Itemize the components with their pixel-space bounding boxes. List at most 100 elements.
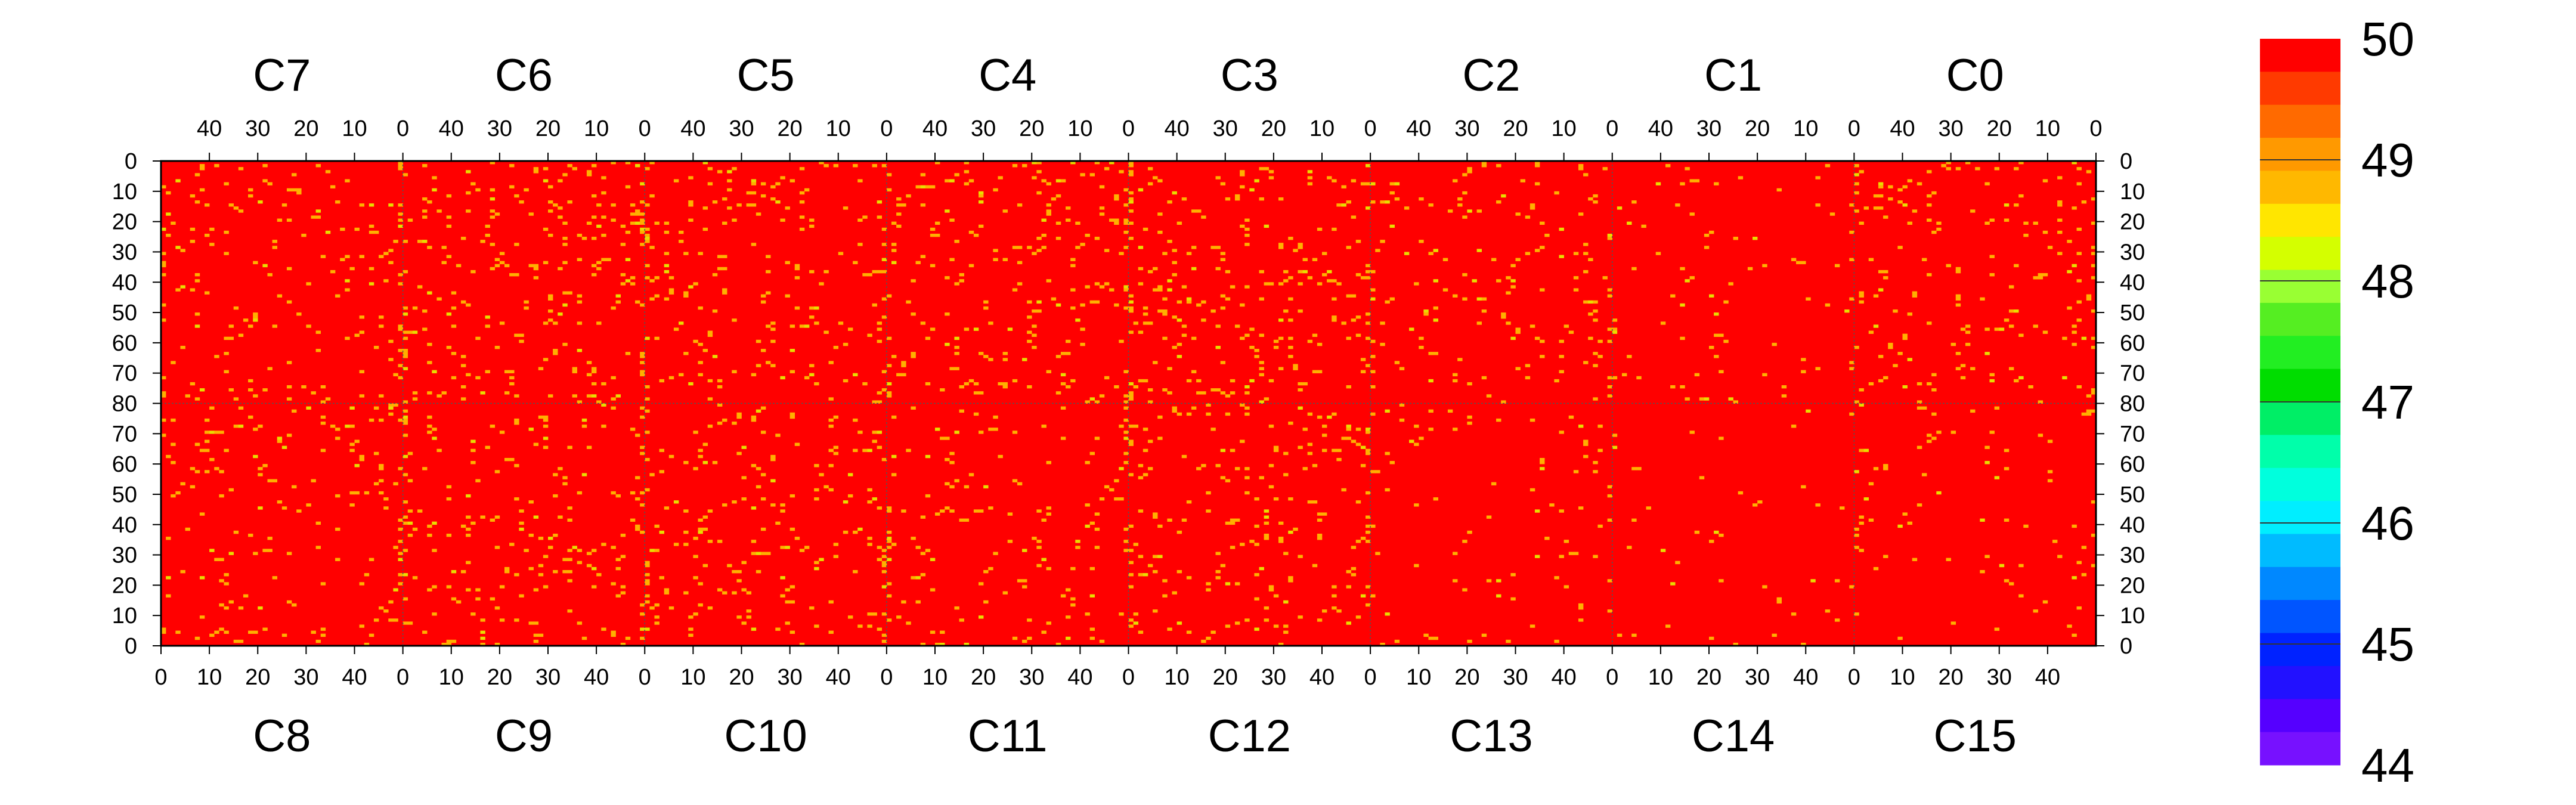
heatmap-cell <box>760 349 766 352</box>
heatmap-cell <box>1854 345 1859 349</box>
heatmap-cell <box>1288 237 1293 240</box>
heatmap-cell <box>224 573 229 577</box>
heatmap-cell <box>611 633 616 637</box>
heatmap-cell <box>1027 330 1032 334</box>
heatmap-cell <box>2042 179 2048 182</box>
heatmap-cell <box>1157 230 1163 234</box>
heatmap-cell <box>228 600 234 604</box>
heatmap-cell <box>1293 527 1298 531</box>
heatmap-cell <box>1540 288 1545 292</box>
heatmap-cell <box>1578 164 1584 168</box>
heatmap-cell <box>2072 633 2077 637</box>
heatmap-cell <box>592 367 597 370</box>
heatmap-cell <box>422 164 428 168</box>
heatmap-cell <box>1138 476 1144 479</box>
heatmap-cell <box>1593 300 1598 304</box>
heatmap-cell <box>1254 355 1259 358</box>
heatmap-cell <box>490 197 496 201</box>
y-tick-label-right: 10 <box>2120 603 2145 628</box>
heatmap-cell <box>654 294 660 298</box>
heatmap-cell <box>601 627 606 631</box>
heatmap-cell <box>717 403 723 407</box>
heatmap-cell <box>1172 315 1177 319</box>
heatmap-cell <box>1123 540 1129 543</box>
heatmap-cell <box>1273 624 1279 628</box>
heatmap-cell <box>296 191 302 195</box>
heatmap-cell <box>1825 164 1831 168</box>
heatmap-cell <box>1288 297 1293 301</box>
heatmap-cell <box>1128 200 1134 204</box>
heatmap-cell <box>166 594 171 597</box>
heatmap-cell <box>1249 345 1255 349</box>
heatmap-cell <box>1646 506 1651 510</box>
heatmap-cell <box>1366 603 1371 607</box>
heatmap-cell <box>789 494 795 498</box>
heatmap-cell <box>1181 454 1187 459</box>
chip-label-bottom: C10 <box>724 711 807 761</box>
heatmap-cell <box>581 425 587 428</box>
heatmap-cell <box>228 488 234 492</box>
heatmap-cell <box>161 185 166 189</box>
heatmap-cell <box>993 188 998 192</box>
heatmap-cell <box>528 428 534 431</box>
heatmap-cell <box>335 436 340 440</box>
heatmap-cell <box>1984 182 1990 185</box>
heatmap-cell <box>494 515 500 519</box>
heatmap-cell <box>592 394 597 398</box>
heatmap-cell <box>949 258 955 261</box>
heatmap-cell <box>1815 176 1820 179</box>
heatmap-cell <box>504 569 510 574</box>
heatmap-cell <box>1346 246 1351 249</box>
heatmap-cell <box>911 352 916 355</box>
heatmap-cell <box>388 358 394 361</box>
heatmap-cell <box>1225 394 1231 398</box>
heatmap-cell <box>1264 521 1270 525</box>
heatmap-cell <box>668 454 674 459</box>
heatmap-cell <box>640 603 645 607</box>
heatmap-cell <box>1278 336 1284 340</box>
heatmap-cell <box>1283 630 1289 634</box>
heatmap-cell <box>1462 273 1467 277</box>
heatmap-cell <box>722 255 727 258</box>
heatmap-cell <box>712 309 718 313</box>
heatmap-cell <box>1036 191 1042 195</box>
chip-label-top: C0 <box>1946 50 2004 101</box>
heatmap-cell <box>1332 279 1337 283</box>
heatmap-cell <box>214 630 219 634</box>
heatmap-cell <box>1970 209 1976 213</box>
heatmap-cell <box>1854 182 1859 185</box>
heatmap-cell <box>1288 355 1293 358</box>
heatmap-cell <box>2076 279 2082 283</box>
heatmap-cell <box>1341 203 1346 207</box>
heatmap-cell <box>1240 185 1245 189</box>
heatmap-cell <box>1138 509 1144 513</box>
heatmap-cell <box>814 321 819 325</box>
heatmap-cell <box>1094 282 1100 286</box>
heatmap-cell <box>1128 585 1134 589</box>
heatmap-cell <box>1302 382 1308 386</box>
heatmap-cell <box>1346 294 1351 298</box>
heatmap-cell <box>1506 639 1511 643</box>
heatmap-cell <box>1157 415 1163 419</box>
heatmap-cell <box>567 569 572 574</box>
heatmap-cell <box>224 336 229 340</box>
heatmap-cell <box>586 361 592 364</box>
heatmap-cell <box>466 588 471 592</box>
heatmap-cell <box>746 191 752 195</box>
heatmap-cell <box>383 252 389 255</box>
heatmap-cell <box>659 530 664 534</box>
heatmap-cell <box>688 176 693 179</box>
heatmap-cell <box>1714 355 1719 358</box>
heatmap-cell <box>1172 591 1177 595</box>
x-tick-label-top: 30 <box>729 116 754 141</box>
heatmap-cell <box>833 543 839 546</box>
heatmap-cell <box>349 448 355 453</box>
heatmap-cell <box>1984 555 1990 558</box>
heatmap-cell <box>2062 336 2067 340</box>
heatmap-cell <box>649 279 655 283</box>
heatmap-cell <box>1298 615 1303 619</box>
heatmap-cell <box>649 161 655 165</box>
heatmap-cell <box>2081 336 2087 340</box>
heatmap-cell <box>668 276 674 280</box>
heatmap-cell <box>1099 212 1105 216</box>
